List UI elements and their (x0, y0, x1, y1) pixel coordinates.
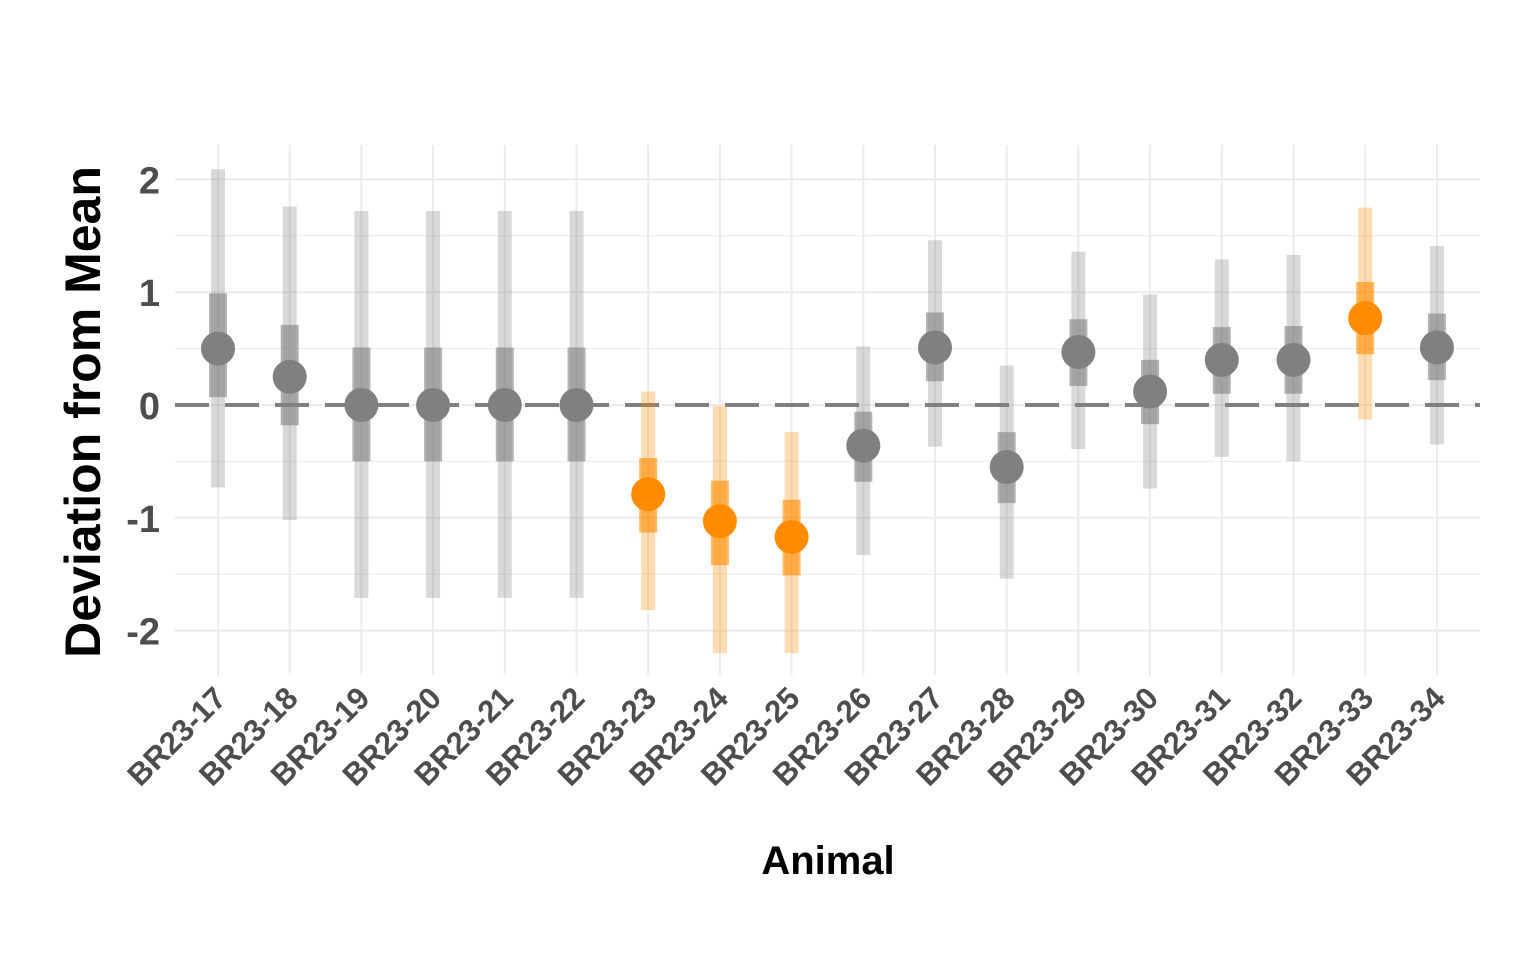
x-axis-ticks: BR23-17BR23-18BR23-19BR23-20BR23-21BR23-… (120, 680, 1452, 793)
y-tick-label: -1 (126, 499, 160, 541)
point-BR23-34 (1419, 330, 1454, 365)
y-tick-label: -2 (126, 612, 160, 654)
point-BR23-20 (416, 388, 451, 422)
y-axis-title: Deviation from Mean (55, 166, 111, 658)
point-BR23-21 (487, 388, 522, 422)
point-BR23-33 (1348, 301, 1383, 336)
point-BR23-28 (989, 450, 1024, 485)
y-tick-label: 1 (139, 273, 160, 315)
point-BR23-17 (201, 331, 235, 366)
y-axis-ticks: -2 -1 0 1 2 (126, 160, 160, 653)
point-BR23-18 (272, 359, 307, 394)
point-BR23-27 (918, 330, 952, 365)
point-BR23-19 (344, 388, 379, 422)
point-BR23-25 (774, 519, 809, 554)
x-axis-title: Animal (761, 839, 894, 883)
point-BR23-22 (559, 388, 594, 422)
point-BR23-26 (846, 428, 881, 463)
interval-bars (209, 169, 1446, 654)
point-BR23-32 (1276, 342, 1311, 377)
point-BR23-24 (702, 504, 737, 539)
point-BR23-23 (631, 477, 666, 512)
point-BR23-31 (1204, 342, 1239, 377)
y-tick-label: 2 (139, 160, 160, 202)
point-BR23-30 (1133, 374, 1168, 409)
y-tick-label: 0 (139, 386, 160, 428)
mean-points (201, 301, 1454, 554)
point-BR23-29 (1061, 334, 1096, 369)
